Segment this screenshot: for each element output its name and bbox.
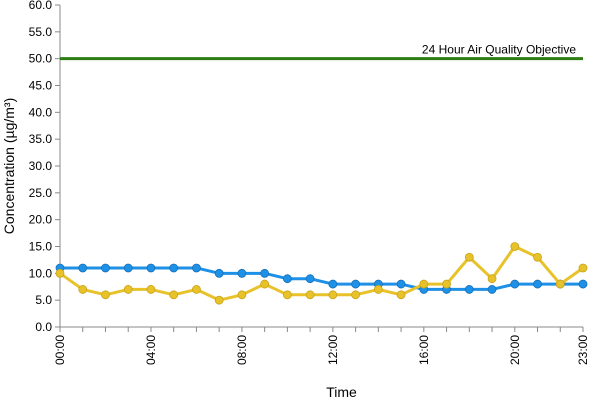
series-2-point bbox=[55, 268, 65, 278]
y-tick-label: 35.0 bbox=[29, 132, 53, 146]
series-2-point bbox=[464, 252, 474, 262]
y-tick-label: 25.0 bbox=[29, 186, 53, 200]
series-2-point bbox=[214, 295, 224, 305]
series-2-point bbox=[510, 242, 520, 251]
y-tick-label: 5.0 bbox=[35, 293, 52, 307]
x-axis-title: Time bbox=[326, 384, 357, 400]
x-tick-label: 12:00 bbox=[326, 335, 340, 365]
series-2-point bbox=[305, 290, 315, 300]
series-1-point bbox=[169, 263, 179, 273]
series-1-point bbox=[464, 285, 474, 294]
series-1-point bbox=[282, 274, 292, 284]
y-axis-ticks: 0.0 5.0 10.0 15.0 20.0 25.0 30.0 35.0 40.0 45.0 50… bbox=[29, 0, 60, 334]
series-2-point bbox=[328, 290, 338, 300]
x-tick-label: 23:00 bbox=[576, 335, 590, 365]
series-1-point bbox=[146, 263, 156, 273]
series-1-point bbox=[396, 279, 406, 289]
y-tick-label: 30.0 bbox=[29, 159, 53, 173]
y-tick-label: 20.0 bbox=[29, 213, 53, 227]
x-tick-label: 08:00 bbox=[235, 335, 249, 365]
series-1-line bbox=[60, 266, 583, 291]
x-tick-label: 04:00 bbox=[144, 335, 158, 365]
series-2-point bbox=[169, 290, 179, 300]
series-1-point bbox=[192, 263, 201, 273]
y-tick-label: 60.0 bbox=[29, 0, 53, 12]
y-tick-label: 40.0 bbox=[29, 105, 53, 119]
series-2-point bbox=[578, 263, 588, 273]
series-2-point bbox=[123, 285, 133, 294]
series-2-point bbox=[237, 290, 247, 300]
series-2-point bbox=[260, 279, 270, 289]
series-1 bbox=[55, 263, 588, 294]
series-2-point bbox=[101, 290, 110, 300]
series-2-point bbox=[192, 285, 201, 294]
series-2-point bbox=[555, 279, 565, 289]
series-1-point bbox=[487, 285, 497, 294]
series-1-point bbox=[123, 263, 133, 273]
series-2-point bbox=[351, 290, 361, 300]
series-2 bbox=[55, 242, 588, 305]
series-2-point bbox=[533, 252, 542, 262]
series-1-point bbox=[328, 279, 338, 289]
series-2-point bbox=[487, 274, 497, 284]
series-1-point bbox=[351, 279, 361, 289]
series-layer bbox=[55, 242, 588, 305]
series-1-point bbox=[260, 268, 270, 278]
series-2-point bbox=[442, 279, 451, 289]
y-axis-title: Concentration (µg/m³) bbox=[1, 98, 17, 234]
series-2-line bbox=[59, 245, 584, 302]
x-tick-label: 16:00 bbox=[417, 335, 431, 365]
series-2-point bbox=[419, 279, 429, 289]
series-1-point bbox=[237, 268, 247, 278]
series-2-point bbox=[282, 290, 292, 300]
series-1-point bbox=[578, 279, 588, 289]
series-1-point bbox=[101, 263, 110, 273]
y-tick-label: 45.0 bbox=[29, 79, 53, 93]
x-tick-label: 00:00 bbox=[53, 335, 67, 365]
y-tick-label: 50.0 bbox=[29, 52, 53, 66]
y-tick-label: 55.0 bbox=[29, 25, 53, 39]
y-tick-label: 0.0 bbox=[35, 320, 52, 334]
series-1-point bbox=[305, 274, 315, 284]
series-2-point bbox=[146, 285, 156, 294]
series-1-point bbox=[78, 263, 88, 273]
objective-label: 24 Hour Air Quality Objective bbox=[422, 43, 576, 57]
series-2-point bbox=[396, 290, 406, 300]
series-1-point bbox=[214, 268, 224, 278]
series-1-point bbox=[533, 279, 542, 289]
y-tick-label: 10.0 bbox=[29, 266, 53, 280]
x-axis-ticks: 00:00 04:00 08:00 12:00 16:00 20:00 23:00 bbox=[53, 327, 590, 365]
series-2-point bbox=[78, 285, 88, 294]
x-tick-label: 20:00 bbox=[508, 335, 522, 365]
y-tick-label: 15.0 bbox=[29, 240, 53, 254]
series-1-point bbox=[510, 279, 520, 289]
series-2-point bbox=[373, 285, 383, 294]
